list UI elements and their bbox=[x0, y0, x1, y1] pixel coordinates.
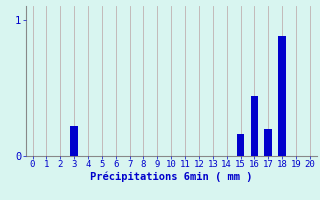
Bar bbox=[264, 129, 272, 156]
Bar bbox=[251, 96, 258, 156]
Bar bbox=[70, 126, 78, 156]
Bar bbox=[278, 36, 286, 156]
X-axis label: Précipitations 6min ( mm ): Précipitations 6min ( mm ) bbox=[90, 172, 252, 182]
Bar bbox=[237, 134, 244, 156]
